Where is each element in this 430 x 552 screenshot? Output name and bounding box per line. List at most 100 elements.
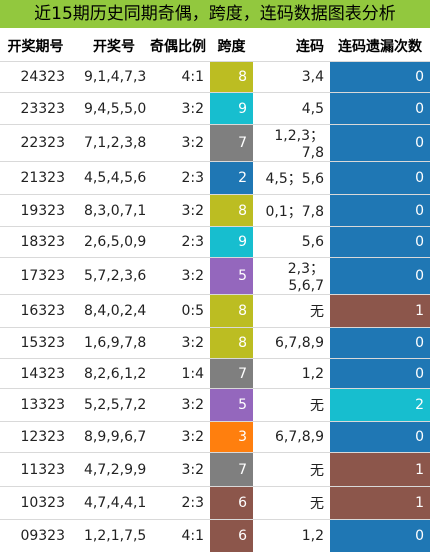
- miss-cell: 0: [330, 519, 430, 552]
- odd-even-cell: 3:2: [143, 421, 210, 453]
- odd-even-cell: 2:3: [143, 161, 210, 195]
- table-row: 11323 4,7,2,9,9 3:2 7 无 1: [0, 452, 430, 487]
- issue-cell: 22323: [0, 124, 71, 162]
- miss-cell: 0: [330, 161, 430, 195]
- issue-cell: 13323: [0, 388, 71, 422]
- numbers-cell: 7,1,2,3,8: [71, 124, 146, 162]
- consecutive-cell: 无: [253, 294, 330, 328]
- table-row: 24323 9,1,4,7,3 4:1 8 3,4 0: [0, 61, 430, 93]
- table-row: 17323 5,7,2,3,6 3:2 5 2,3；5,6,7 0: [0, 257, 430, 295]
- numbers-cell: 4,5,4,5,6: [71, 161, 146, 195]
- miss-cell: 2: [330, 388, 430, 422]
- issue-cell: 14323: [0, 358, 71, 389]
- miss-cell: 0: [330, 194, 430, 227]
- numbers-cell: 9,1,4,7,3: [71, 61, 146, 93]
- miss-cell: 0: [330, 257, 430, 295]
- span-cell: 9: [210, 226, 253, 258]
- header-odd-even: 奇偶比例: [150, 38, 206, 55]
- consecutive-cell: 无: [253, 452, 330, 487]
- odd-even-cell: 3:2: [143, 92, 210, 125]
- header-consecutive: 连码: [296, 38, 324, 55]
- miss-cell: 1: [330, 486, 430, 520]
- consecutive-cell: 1,2: [253, 358, 330, 389]
- issue-cell: 10323: [0, 486, 71, 520]
- span-cell: 7: [210, 452, 253, 487]
- consecutive-cell: 6,7,8,9: [253, 421, 330, 453]
- odd-even-cell: 2:3: [143, 486, 210, 520]
- span-cell: 5: [210, 388, 253, 422]
- miss-cell: 0: [330, 421, 430, 453]
- table-row: 18323 2,6,5,0,9 2:3 9 5,6 0: [0, 226, 430, 258]
- numbers-cell: 5,7,2,3,6: [71, 257, 146, 295]
- odd-even-cell: 4:1: [143, 61, 210, 93]
- miss-cell: 0: [330, 226, 430, 258]
- odd-even-cell: 3:2: [143, 327, 210, 359]
- odd-even-cell: 2:3: [143, 226, 210, 258]
- miss-cell: 1: [330, 294, 430, 328]
- numbers-cell: 1,2,1,7,5: [71, 519, 146, 552]
- span-cell: 7: [210, 124, 253, 162]
- span-cell: 8: [210, 61, 253, 93]
- numbers-cell: 8,9,9,6,7: [71, 421, 146, 453]
- numbers-cell: 5,2,5,7,2: [71, 388, 146, 422]
- issue-cell: 18323: [0, 226, 71, 258]
- odd-even-cell: 0:5: [143, 294, 210, 328]
- numbers-cell: 4,7,2,9,9: [71, 452, 146, 487]
- issue-cell: 11323: [0, 452, 71, 487]
- span-cell: 8: [210, 294, 253, 328]
- table-body: 24323 9,1,4,7,3 4:1 8 3,4 0 23323 9,4,5,5,0 3:2 9…: [0, 61, 430, 552]
- numbers-cell: 4,7,4,4,1: [71, 486, 146, 520]
- consecutive-cell: 4,5: [253, 92, 330, 125]
- consecutive-cell: 3,4: [253, 61, 330, 93]
- issue-cell: 17323: [0, 257, 71, 295]
- table-row: 19323 8,3,0,7,1 3:2 8 0,1；7,8 0: [0, 194, 430, 227]
- table-row: 16323 8,4,0,2,4 0:5 8 无 1: [0, 294, 430, 328]
- issue-cell: 15323: [0, 327, 71, 359]
- header-miss: 连码遗漏次数: [338, 38, 422, 55]
- span-cell: 7: [210, 358, 253, 389]
- odd-even-cell: 4:1: [143, 519, 210, 552]
- table-row: 12323 8,9,9,6,7 3:2 3 6,7,8,9 0: [0, 421, 430, 453]
- table-row: 13323 5,2,5,7,2 3:2 5 无 2: [0, 388, 430, 422]
- miss-cell: 1: [330, 452, 430, 487]
- span-cell: 6: [210, 519, 253, 552]
- table-row: 09323 1,2,1,7,5 4:1 6 1,2 0: [0, 519, 430, 552]
- issue-cell: 23323: [0, 92, 71, 125]
- issue-cell: 24323: [0, 61, 71, 93]
- span-cell: 6: [210, 486, 253, 520]
- span-cell: 8: [210, 327, 253, 359]
- chart-title: 近15期历史同期奇偶，跨度，连码数据图表分析: [0, 0, 430, 28]
- odd-even-cell: 3:2: [143, 452, 210, 487]
- issue-cell: 21323: [0, 161, 71, 195]
- miss-cell: 0: [330, 327, 430, 359]
- miss-cell: 0: [330, 358, 430, 389]
- odd-even-cell: 3:2: [143, 388, 210, 422]
- issue-cell: 09323: [0, 519, 71, 552]
- consecutive-cell: 5,6: [253, 226, 330, 258]
- consecutive-cell: 4,5；5,6: [253, 161, 330, 195]
- header-row: 开奖期号 开奖号 奇偶比例 跨度 连码 连码遗漏次数: [0, 30, 430, 62]
- consecutive-cell: 6,7,8,9: [253, 327, 330, 359]
- numbers-cell: 8,3,0,7,1: [71, 194, 146, 227]
- header-span: 跨度: [217, 38, 246, 55]
- issue-cell: 12323: [0, 421, 71, 453]
- table-row: 14323 8,2,6,1,2 1:4 7 1,2 0: [0, 358, 430, 389]
- consecutive-cell: 无: [253, 486, 330, 520]
- consecutive-cell: 1,2: [253, 519, 330, 552]
- header-numbers: 开奖号: [93, 38, 135, 55]
- table-row: 10323 4,7,4,4,1 2:3 6 无 1: [0, 486, 430, 520]
- consecutive-cell: 1,2,3；7,8: [253, 124, 330, 162]
- miss-cell: 0: [330, 61, 430, 93]
- consecutive-cell: 2,3；5,6,7: [253, 257, 330, 295]
- odd-even-cell: 3:2: [143, 257, 210, 295]
- numbers-cell: 9,4,5,5,0: [71, 92, 146, 125]
- span-cell: 8: [210, 194, 253, 227]
- numbers-cell: 8,2,6,1,2: [71, 358, 146, 389]
- odd-even-cell: 1:4: [143, 358, 210, 389]
- odd-even-cell: 3:2: [143, 124, 210, 162]
- odd-even-cell: 3:2: [143, 194, 210, 227]
- miss-cell: 0: [330, 124, 430, 162]
- issue-cell: 16323: [0, 294, 71, 328]
- consecutive-cell: 0,1；7,8: [253, 194, 330, 227]
- consecutive-cell: 无: [253, 388, 330, 422]
